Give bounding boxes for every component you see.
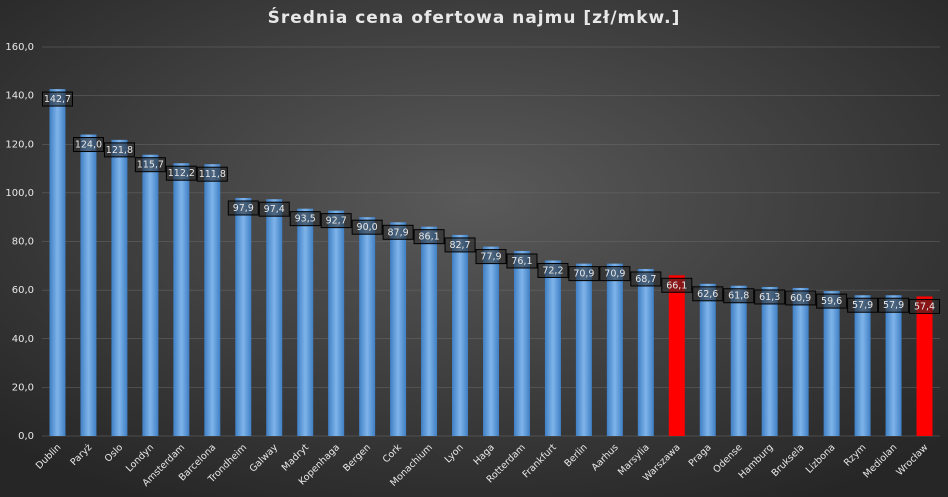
value-label: 66,1: [666, 280, 687, 291]
bar: [204, 164, 221, 436]
value-label-box: [847, 297, 879, 313]
value-label-box: [723, 288, 755, 304]
bar: [421, 226, 438, 436]
bar: [49, 89, 66, 437]
y-tick-label: 100,0: [5, 188, 34, 199]
bar: [637, 268, 654, 436]
value-label: 112,2: [168, 168, 195, 179]
value-label: 77,9: [480, 252, 501, 263]
bar: [885, 295, 902, 436]
bar: [854, 295, 871, 436]
value-label: 142,7: [44, 94, 71, 105]
bar: [80, 134, 97, 436]
value-label-box: [599, 266, 631, 282]
value-label-box: [475, 249, 507, 265]
value-label: 62,6: [697, 289, 718, 300]
bar: [173, 163, 190, 436]
value-label: 68,7: [635, 274, 656, 285]
value-label-box: [630, 271, 662, 287]
y-tick-label: 160,0: [5, 42, 34, 53]
value-label-box: [816, 293, 848, 309]
bar: [544, 260, 561, 436]
value-label-box: [196, 166, 228, 182]
value-label-box: [320, 213, 352, 229]
bar: [297, 208, 314, 436]
value-label-box: [351, 219, 383, 235]
value-label: 70,9: [573, 269, 594, 280]
y-tick-label: 20,0: [12, 382, 34, 393]
value-label: 111,8: [199, 169, 226, 180]
bar: [328, 210, 345, 436]
y-tick-label: 60,0: [12, 285, 34, 296]
bar: [483, 246, 499, 436]
bar: [575, 263, 592, 436]
value-label-box: [134, 157, 166, 173]
value-label-box: [909, 298, 941, 314]
bar: [235, 197, 252, 436]
bar: [823, 291, 840, 436]
value-label-box: [103, 142, 135, 158]
value-label-box: [227, 200, 259, 216]
bar: [390, 222, 407, 436]
value-label: 90,0: [357, 222, 378, 233]
y-tick-label: 0,0: [18, 431, 34, 442]
value-label: 61,8: [728, 291, 749, 302]
value-label-box: [289, 211, 321, 227]
value-label: 121,8: [106, 145, 133, 156]
value-label-box: [537, 262, 569, 278]
bar: [606, 263, 623, 436]
value-label-box: [444, 237, 476, 253]
value-label: 86,1: [418, 232, 439, 243]
y-tick-label: 80,0: [12, 237, 34, 248]
bar: [359, 217, 376, 436]
bar: [730, 285, 747, 436]
value-label: 124,0: [75, 140, 102, 151]
value-label-box: [72, 137, 104, 153]
value-label: 70,9: [604, 269, 625, 280]
bar: [111, 139, 128, 436]
bar: [916, 296, 933, 436]
value-label-box: [568, 266, 600, 282]
value-label-box: [382, 224, 414, 240]
value-label: 82,7: [449, 240, 470, 251]
value-label: 93,5: [295, 214, 316, 225]
value-label-box: [754, 289, 786, 305]
bar: [266, 199, 283, 436]
value-label: 87,9: [388, 227, 409, 238]
value-label-box: [413, 229, 445, 245]
value-label: 57,9: [883, 300, 904, 311]
bar: [761, 286, 778, 436]
value-label-box: [506, 253, 538, 269]
bar: [792, 287, 809, 436]
value-label: 97,4: [264, 204, 285, 215]
y-tick-label: 40,0: [12, 334, 34, 345]
bar: [513, 250, 530, 436]
value-label-box: [661, 277, 693, 293]
value-label-box: [41, 91, 73, 107]
value-label: 76,1: [511, 256, 532, 267]
y-tick-label: 120,0: [5, 139, 34, 150]
chart-title: Średnia cena ofertowa najmu [zł/mkw.]: [268, 6, 681, 28]
bar: [668, 275, 685, 436]
bar: [452, 234, 469, 436]
value-label: 61,3: [759, 292, 780, 303]
y-tick-label: 140,0: [5, 91, 34, 102]
value-label: 59,6: [821, 296, 842, 307]
value-label: 60,9: [790, 293, 811, 304]
value-label-box: [878, 297, 910, 313]
value-label-box: [692, 286, 724, 302]
value-label: 115,7: [137, 160, 164, 171]
value-label-box: [785, 290, 817, 306]
value-label-box: [165, 165, 197, 181]
value-label: 97,9: [233, 203, 254, 214]
value-label-box: [258, 201, 290, 217]
value-label: 92,7: [326, 216, 347, 227]
value-label: 72,2: [542, 265, 563, 276]
value-label: 57,9: [852, 300, 873, 311]
value-label: 57,4: [914, 301, 935, 312]
bar: [142, 154, 159, 436]
bar: [699, 283, 716, 436]
